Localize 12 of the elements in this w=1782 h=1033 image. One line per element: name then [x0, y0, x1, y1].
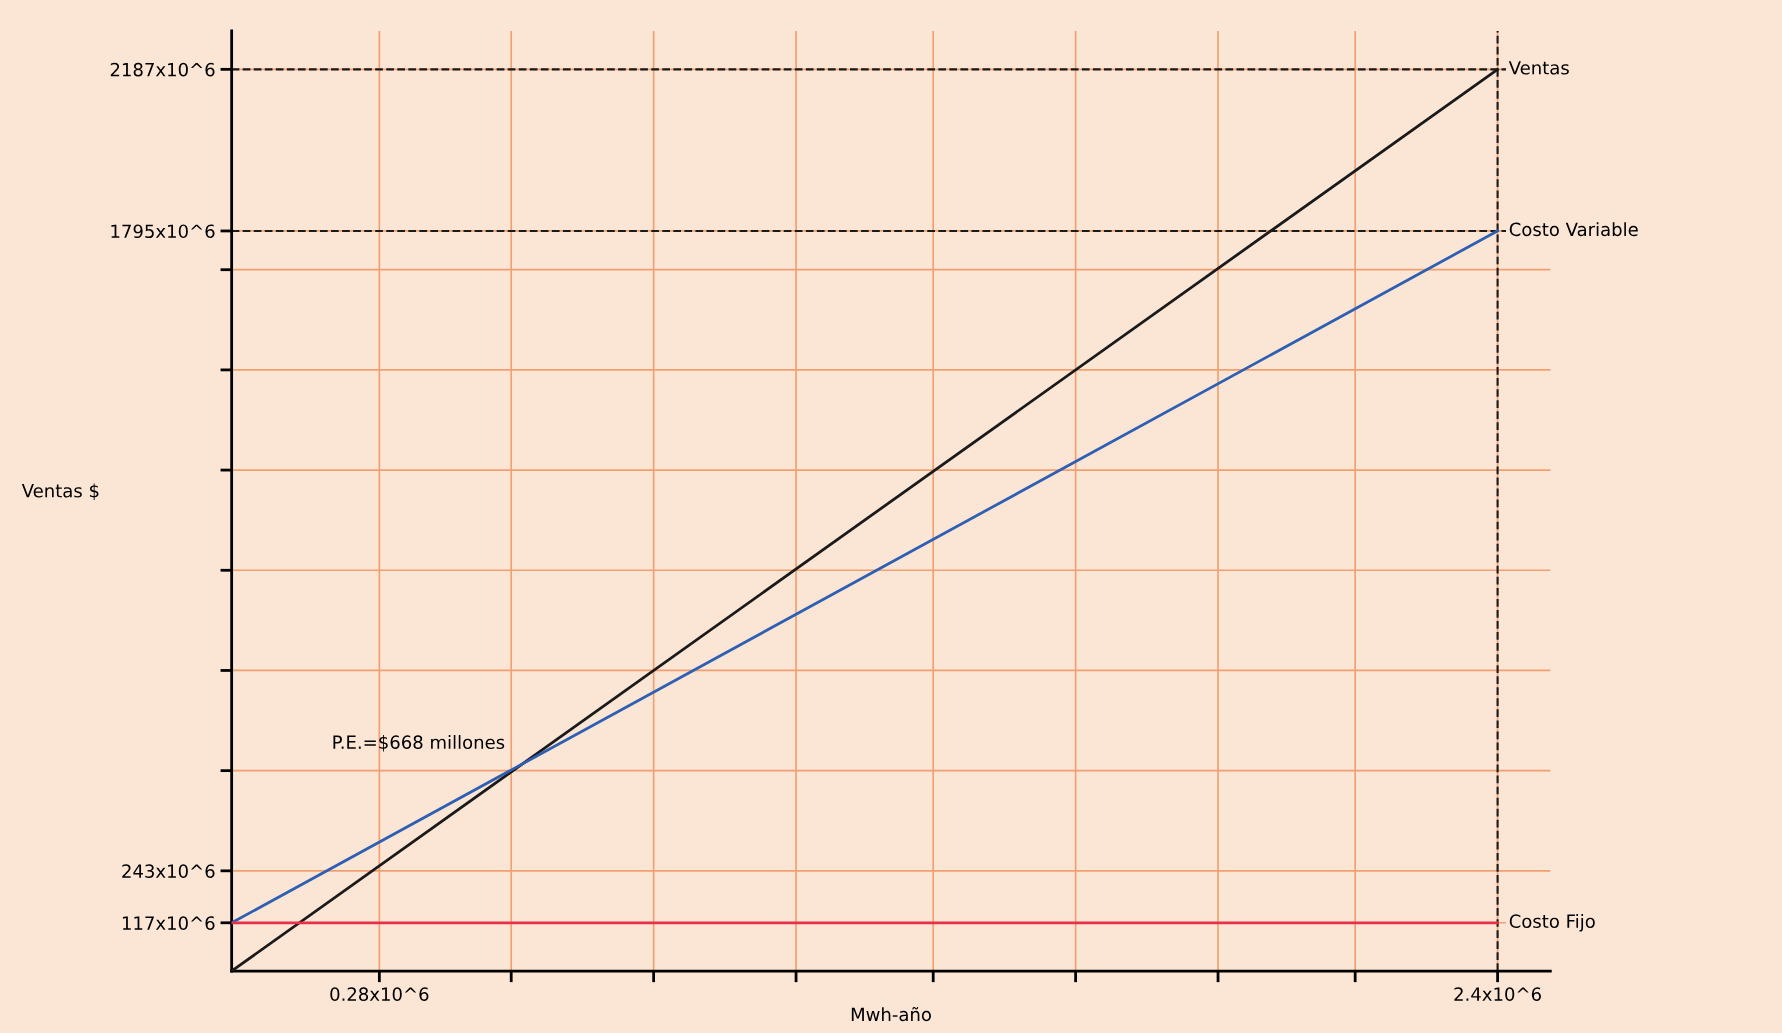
series-label: Ventas [1508, 61, 1569, 75]
x-tick-label: 2.4x10^6 [1454, 987, 1541, 1001]
y-tick-label: 117x10^6 [122, 916, 215, 930]
y-axis-title: Ventas $ [21, 483, 99, 500]
y-tick-label: 243x10^6 [122, 864, 215, 878]
y-tick-label: 2187x10^6 [110, 62, 215, 77]
x-tick-label: 0.28x10^6 [330, 987, 429, 1001]
y-tick-label: 1795x10^6 [111, 224, 215, 239]
annotation: P.E.=$668 millones [333, 735, 505, 752]
series-label: Costo Fijo [1509, 914, 1595, 932]
series-label: Costo Variable [1509, 222, 1638, 237]
x-axis-title: Mwh-año [851, 1006, 931, 1022]
